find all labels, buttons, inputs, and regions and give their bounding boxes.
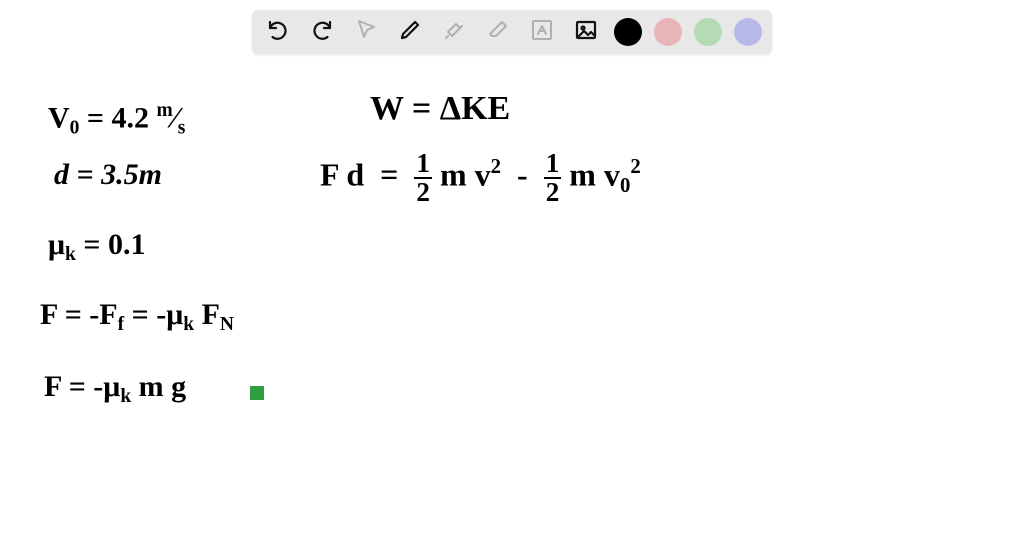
eraser-button[interactable] — [482, 16, 514, 48]
pointer-button[interactable] — [350, 16, 382, 48]
equation-work-ke: W = ΔKE — [370, 90, 510, 128]
equation-muk: μk = 0.1 — [48, 228, 145, 266]
equation-fd-ke: F d = 12 m v2 - 12 m v02 — [320, 150, 641, 206]
pointer-icon — [354, 18, 378, 47]
pen-icon — [398, 18, 422, 47]
text-icon — [530, 18, 554, 47]
tools-button[interactable] — [438, 16, 470, 48]
color-pink[interactable] — [654, 18, 682, 46]
equation-d: d = 3.5m — [54, 158, 162, 192]
toolbar — [252, 10, 772, 54]
undo-button[interactable] — [262, 16, 294, 48]
text-button[interactable] — [526, 16, 558, 48]
equation-v0: V0 = 4.2 m∕s — [48, 100, 185, 140]
equation-friction-force: F = -Ff = -μk FN — [40, 298, 234, 336]
tools-icon — [442, 18, 466, 47]
redo-icon — [310, 18, 334, 47]
color-black[interactable] — [614, 18, 642, 46]
pen-button[interactable] — [394, 16, 426, 48]
image-icon — [574, 18, 598, 47]
cursor-indicator — [250, 386, 264, 400]
undo-icon — [266, 18, 290, 47]
image-button[interactable] — [570, 16, 602, 48]
color-purple[interactable] — [734, 18, 762, 46]
equation-force-mg: F = -μk m g — [44, 370, 186, 408]
whiteboard-canvas[interactable]: V0 = 4.2 m∕s d = 3.5m μk = 0.1 F = -Ff =… — [0, 60, 1024, 548]
eraser-icon — [486, 18, 510, 47]
redo-button[interactable] — [306, 16, 338, 48]
color-green[interactable] — [694, 18, 722, 46]
